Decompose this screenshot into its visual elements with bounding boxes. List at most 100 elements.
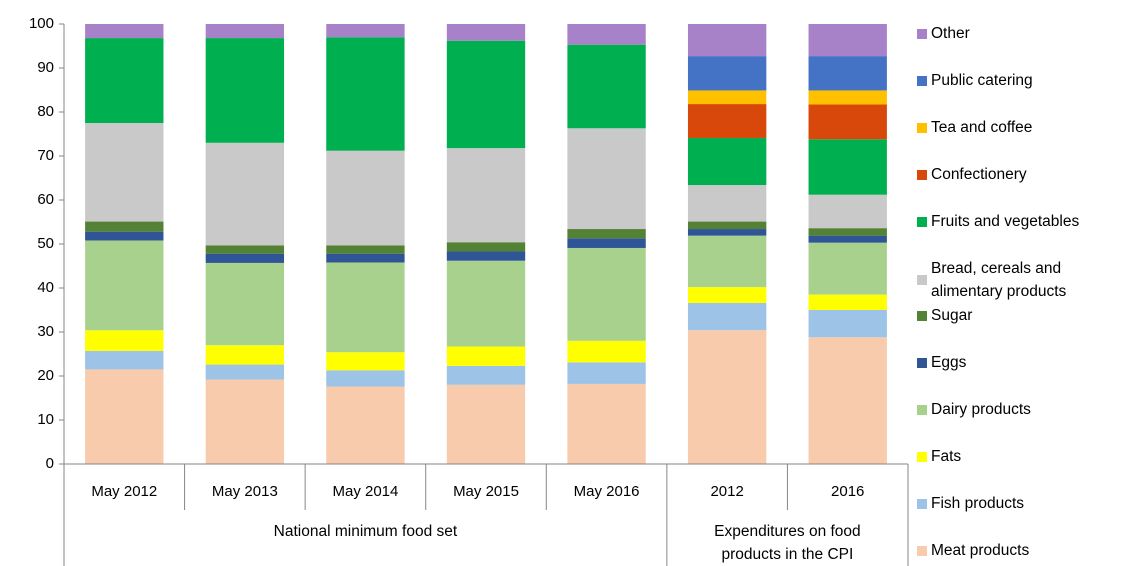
legend-item: Fats: [917, 445, 1127, 468]
legend-label: Eggs: [931, 354, 967, 371]
legend-item: Public catering: [917, 69, 1127, 92]
group-label: Expenditures on food products in the CPI: [714, 523, 861, 563]
legend-label: Tea and coffee: [931, 119, 1033, 136]
bar-segment: [85, 24, 164, 39]
bar-segment: [446, 384, 526, 464]
legend-label: Bread, cereals and alimentary products: [931, 260, 1067, 300]
x-tick-label: May 2014: [332, 483, 398, 500]
legend-swatch: [917, 275, 927, 285]
bar-segment: [326, 150, 405, 246]
bar-segment: [687, 287, 767, 303]
legend-swatch: [917, 216, 927, 227]
bar-segment: [446, 260, 526, 347]
bar-segment: [446, 242, 526, 252]
bar-segment: [326, 370, 405, 387]
y-tick-label: 40: [37, 279, 54, 296]
bar-segment: [687, 24, 767, 57]
legend-item: Fish products: [917, 492, 1127, 515]
group-label: National minimum food set: [273, 523, 458, 540]
y-tick-label: 10: [37, 411, 54, 428]
legend-item: Tea and coffee: [917, 116, 1127, 139]
bar-segment: [808, 90, 887, 105]
bar-segment: [205, 24, 285, 39]
bar-segment: [808, 337, 887, 464]
bar-segment: [205, 245, 285, 254]
y-tick-label: 50: [37, 235, 54, 252]
bar-segment: [205, 364, 285, 380]
bar-segment: [567, 229, 646, 239]
bar-segment: [808, 56, 887, 91]
legend-item: Meat products: [917, 539, 1127, 562]
bar-segment: [687, 221, 767, 230]
bar-segment: [85, 221, 164, 232]
bar-segment: [85, 350, 164, 370]
bar-segment: [567, 238, 646, 248]
bar-segment: [205, 142, 285, 246]
legend-label: Confectionery: [931, 166, 1027, 183]
legend-item: Bread, cereals and alimentary products: [917, 257, 1127, 303]
bar-segment: [85, 240, 164, 331]
bar-segment: [326, 386, 405, 464]
bar-segment: [326, 262, 405, 353]
y-tick-label: 70: [37, 147, 54, 164]
bar-segment: [687, 229, 767, 236]
bar-segment: [808, 24, 887, 57]
bar-segment: [808, 242, 887, 295]
bar-segment: [808, 139, 887, 195]
bar-segment: [567, 44, 646, 129]
legend-swatch: [917, 357, 927, 368]
y-tick-label: 80: [37, 103, 54, 120]
bar-segment: [446, 251, 526, 261]
bar-segment: [326, 253, 405, 263]
bar-segment: [567, 340, 646, 363]
y-tick-label: 60: [37, 191, 54, 208]
bar-segment: [687, 185, 767, 222]
legend-item: Fruits and vegetables: [917, 210, 1127, 233]
y-tick-label: 0: [46, 455, 54, 472]
bar-segment: [85, 38, 164, 123]
bar-segment: [808, 228, 887, 236]
bar-segment: [687, 56, 767, 91]
legend-item: Confectionery: [917, 163, 1127, 186]
y-tick-label: 30: [37, 323, 54, 340]
bar-segment: [567, 247, 646, 341]
bar-segment: [326, 352, 405, 371]
legend-label: Fish products: [931, 495, 1025, 512]
bar-segment: [567, 128, 646, 230]
bar-segment: [808, 104, 887, 140]
bar-segment: [85, 369, 164, 464]
bar-segment: [567, 24, 646, 45]
x-tick-label: May 2016: [574, 483, 640, 500]
legend-label: Fats: [931, 448, 962, 465]
legend-swatch: [917, 169, 927, 180]
legend-label: Sugar: [931, 307, 973, 324]
bar-segment: [687, 302, 767, 331]
x-tick-label: May 2015: [453, 483, 519, 500]
legend-swatch: [917, 498, 927, 509]
legend-swatch: [917, 545, 927, 556]
bar-segment: [326, 245, 405, 254]
bar-segment: [687, 104, 767, 138]
bar-segment: [446, 40, 526, 149]
legend-swatch: [917, 28, 927, 39]
bar-segment: [85, 231, 164, 241]
legend-swatch: [917, 451, 927, 462]
x-tick-label: 2012: [710, 483, 743, 500]
bar-segment: [808, 194, 887, 229]
legend-label: Meat products: [931, 542, 1030, 559]
bar-segment: [808, 294, 887, 310]
bar-segment: [205, 38, 285, 143]
bar-segment: [446, 24, 526, 41]
legend-label: Dairy products: [931, 401, 1031, 418]
bar-segment: [687, 90, 767, 105]
bar-segment: [205, 379, 285, 464]
x-tick-label: May 2012: [91, 483, 157, 500]
legend-swatch: [917, 75, 927, 86]
legend-label: Fruits and vegetables: [931, 213, 1080, 230]
x-tick-label: May 2013: [212, 483, 278, 500]
legend-swatch: [917, 404, 927, 415]
bar-segment: [808, 235, 887, 243]
y-tick-label: 100: [29, 15, 54, 32]
